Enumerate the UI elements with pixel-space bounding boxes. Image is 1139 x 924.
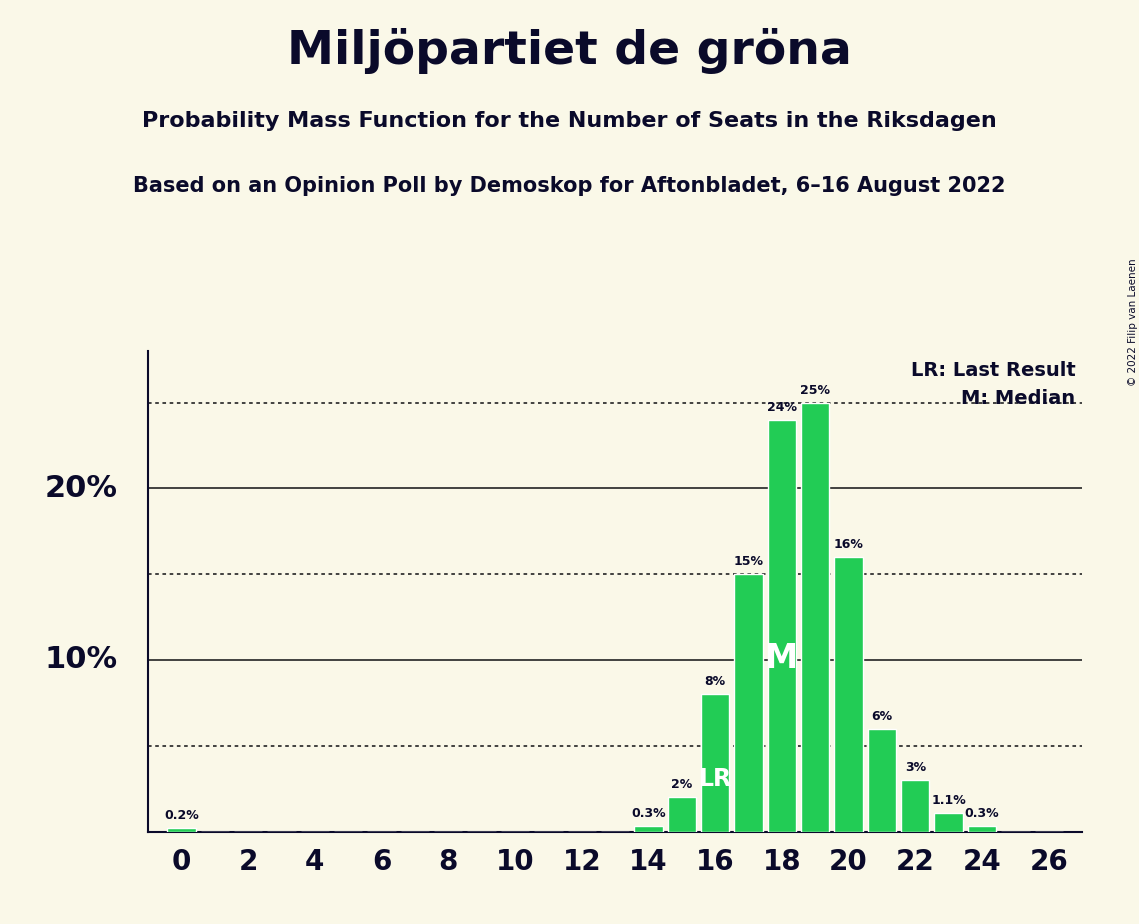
Bar bbox=[700, 694, 729, 832]
Text: LR: Last Result: LR: Last Result bbox=[910, 361, 1075, 381]
Text: 25%: 25% bbox=[801, 383, 830, 396]
Bar bbox=[167, 828, 196, 832]
Bar bbox=[934, 813, 962, 832]
Text: © 2022 Filip van Laenen: © 2022 Filip van Laenen bbox=[1129, 259, 1138, 386]
Text: 15%: 15% bbox=[734, 555, 763, 568]
Text: 3%: 3% bbox=[904, 761, 926, 774]
Bar bbox=[634, 826, 663, 832]
Text: 0.3%: 0.3% bbox=[965, 808, 999, 821]
Text: Probability Mass Function for the Number of Seats in the Riksdagen: Probability Mass Function for the Number… bbox=[142, 111, 997, 131]
Text: 16%: 16% bbox=[834, 538, 863, 551]
Bar bbox=[735, 574, 763, 832]
Text: 10%: 10% bbox=[44, 646, 118, 675]
Text: 2%: 2% bbox=[671, 778, 693, 791]
Bar bbox=[801, 403, 829, 832]
Text: 20%: 20% bbox=[46, 474, 118, 503]
Text: M: M bbox=[765, 642, 798, 675]
Text: 0.2%: 0.2% bbox=[164, 809, 199, 822]
Bar bbox=[835, 557, 862, 832]
Bar bbox=[901, 780, 929, 832]
Bar bbox=[968, 826, 997, 832]
Text: Miljöpartiet de gröna: Miljöpartiet de gröna bbox=[287, 28, 852, 74]
Bar bbox=[868, 729, 896, 832]
Text: Based on an Opinion Poll by Demoskop for Aftonbladet, 6–16 August 2022: Based on an Opinion Poll by Demoskop for… bbox=[133, 176, 1006, 196]
Text: 1.1%: 1.1% bbox=[932, 794, 966, 807]
Bar bbox=[768, 419, 796, 832]
Text: 8%: 8% bbox=[705, 675, 726, 688]
Bar bbox=[667, 797, 696, 832]
Text: 24%: 24% bbox=[767, 401, 797, 414]
Text: 0.3%: 0.3% bbox=[631, 808, 665, 821]
Text: 6%: 6% bbox=[871, 710, 893, 723]
Text: LR: LR bbox=[698, 768, 731, 792]
Text: M: Median: M: Median bbox=[961, 389, 1075, 407]
